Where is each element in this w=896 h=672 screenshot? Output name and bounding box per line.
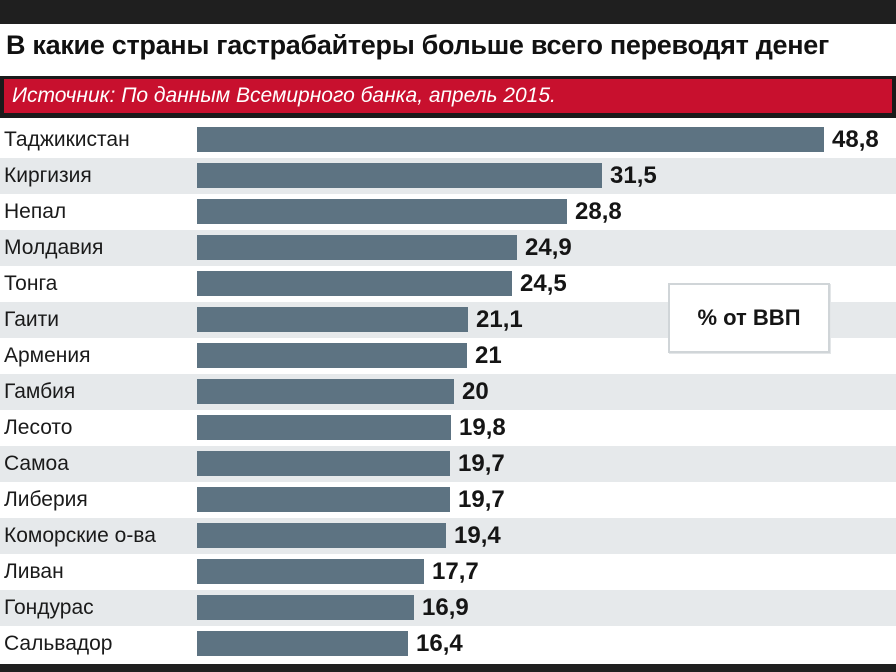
bar (197, 199, 567, 224)
bar (197, 631, 408, 656)
bar (197, 523, 446, 548)
bar (197, 595, 414, 620)
chart-row: Киргизия 31,5 (0, 158, 896, 194)
value-label: 31,5 (610, 162, 657, 189)
bar (197, 127, 824, 152)
source-band: Источник: По данным Всемирного банка, ап… (0, 76, 896, 118)
category-label: Гамбия (4, 380, 76, 403)
bar (197, 451, 450, 476)
value-label: 20 (462, 378, 489, 405)
bar (197, 163, 602, 188)
bar (197, 271, 512, 296)
value-label: 24,9 (525, 234, 572, 261)
category-label: Непал (4, 200, 67, 223)
value-label: 21 (475, 342, 502, 369)
category-label: Гондурас (4, 596, 94, 619)
chart-row: Ливан 17,7 (0, 554, 896, 590)
category-label: Коморские о-ва (4, 524, 156, 547)
chart-row: Непал 28,8 (0, 194, 896, 230)
category-label: Киргизия (4, 164, 92, 187)
bar (197, 307, 468, 332)
value-label: 16,9 (422, 594, 469, 621)
value-label: 19,4 (454, 522, 501, 549)
chart-row: Сальвадор 16,4 (0, 626, 896, 662)
value-label: 21,1 (476, 306, 523, 333)
category-label: Таджикистан (4, 128, 130, 151)
chart-row: Молдавия 24,9 (0, 230, 896, 266)
value-label: 19,7 (458, 486, 505, 513)
category-label: Лесото (4, 416, 73, 439)
value-label: 19,7 (458, 450, 505, 477)
value-label: 28,8 (575, 198, 622, 225)
bar (197, 379, 454, 404)
chart-row: Либерия 19,7 (0, 482, 896, 518)
value-label: 19,8 (459, 414, 506, 441)
value-label: 48,8 (832, 126, 879, 153)
chart-row: Армения 21 (0, 338, 896, 374)
chart-row: Самоа 19,7 (0, 446, 896, 482)
category-label: Армения (4, 344, 91, 367)
category-label: Молдавия (4, 236, 104, 259)
value-label: 16,4 (416, 630, 463, 657)
category-label: Ливан (4, 560, 64, 583)
bar (197, 235, 517, 260)
chart-row: Гондурас 16,9 (0, 590, 896, 626)
bar (197, 487, 450, 512)
bar (197, 343, 467, 368)
bottom-frame-bar (0, 664, 896, 672)
chart-row: Таджикистан 48,8 (0, 122, 896, 158)
category-label: Либерия (4, 488, 88, 511)
chart-row: Лесото 19,8 (0, 410, 896, 446)
top-frame-bar (0, 0, 896, 24)
category-label: Гаити (4, 308, 59, 331)
chart-row: Гамбия 20 (0, 374, 896, 410)
value-label: 17,7 (432, 558, 479, 585)
value-label: 24,5 (520, 270, 567, 297)
chart-title: В какие страны гастрабайтеры больше всег… (6, 30, 829, 60)
category-label: Сальвадор (4, 632, 113, 655)
bar (197, 559, 424, 584)
category-label: Самоа (4, 452, 69, 475)
chart-row: Тонга 24,5 (0, 266, 896, 302)
chart-row: Коморские о-ва 19,4 (0, 518, 896, 554)
category-label: Тонга (4, 272, 58, 295)
unit-label-box: % от ВВП (668, 283, 830, 353)
source-text: Источник: По данным Всемирного банка, ап… (4, 79, 892, 113)
bar (197, 415, 451, 440)
bar-chart: Таджикистан 48,8 Киргизия 31,5 Непал 28,8 Молд… (0, 122, 896, 662)
